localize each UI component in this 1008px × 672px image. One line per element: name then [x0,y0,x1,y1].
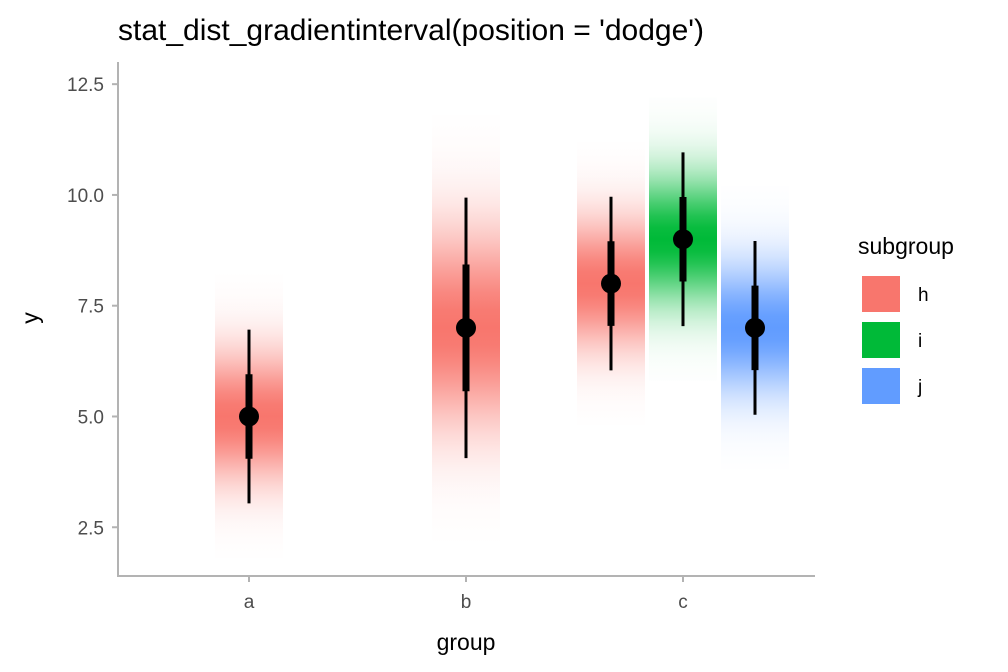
x-tick-label: a [244,592,255,613]
legend-title: subgroup [858,233,954,259]
legend-key-j [862,368,900,404]
x-axis-title: group [437,629,496,655]
median-point-c-j [745,317,765,338]
legend-label-i: i [918,331,922,352]
chart-title: stat_dist_gradientinterval(position = 'd… [118,14,704,47]
y-tick-label: 12.5 [67,75,104,96]
y-ticks: 2.5 5.0 7.5 10.0 12.5 [67,75,118,539]
x-tick-label: c [678,592,688,613]
legend-key-h [862,276,900,312]
median-point-b-h [456,317,476,338]
median-point-a-h [239,406,259,427]
y-tick-label: 10.0 [67,186,104,207]
legend: subgroup h i j [858,233,954,404]
legend-label-h: h [918,285,929,306]
legend-key-i [862,322,900,358]
plot-area [215,97,789,559]
y-tick-label: 2.5 [78,518,104,539]
y-axis-title: y [17,312,43,324]
y-tick-label: 7.5 [78,297,104,318]
median-point-c-i [673,229,693,250]
x-ticks: a b c [244,576,688,613]
legend-label-j: j [917,377,922,398]
y-tick-label: 5.0 [78,407,104,428]
x-tick-label: b [461,592,472,613]
median-point-c-h [601,273,621,294]
